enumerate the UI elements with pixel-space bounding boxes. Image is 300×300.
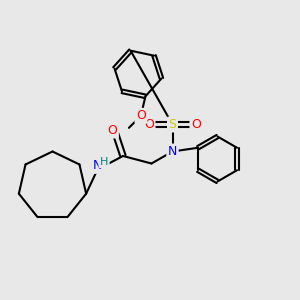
Text: O: O: [108, 124, 117, 137]
Text: O: O: [144, 118, 154, 131]
Text: O: O: [191, 118, 201, 131]
Text: H: H: [100, 157, 108, 167]
Text: S: S: [169, 118, 176, 131]
Text: N: N: [168, 145, 177, 158]
Text: O: O: [136, 109, 146, 122]
Text: N: N: [93, 159, 102, 172]
